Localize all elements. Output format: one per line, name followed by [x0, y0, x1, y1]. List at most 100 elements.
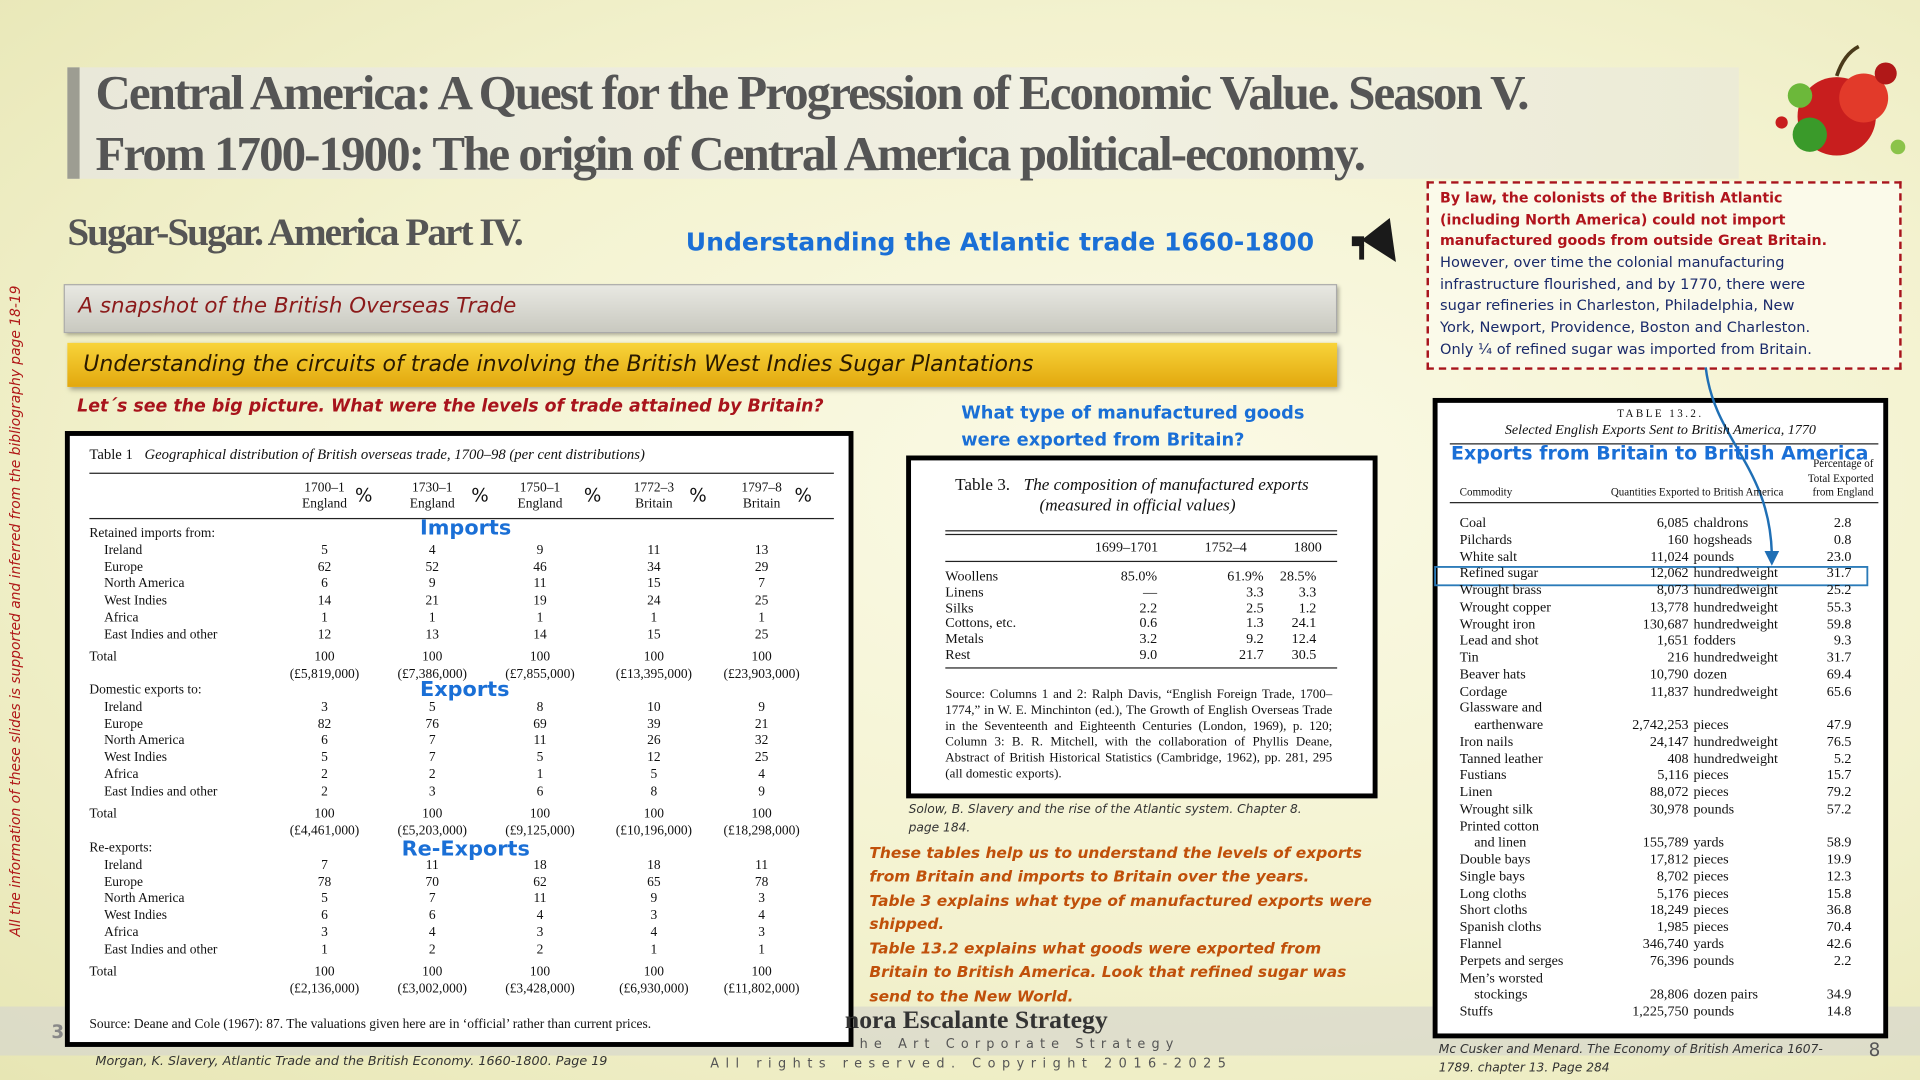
cell: 58.9 — [1826, 835, 1852, 851]
row-label: Double bays — [1459, 852, 1531, 868]
cell: 1.3 — [1246, 616, 1264, 632]
cell: pounds — [1693, 549, 1735, 565]
cell: 12.3 — [1826, 869, 1852, 885]
row-label: Beaver hats — [1459, 667, 1526, 683]
explanation: send to the New World. — [869, 986, 1074, 1005]
percent-mark: % — [354, 484, 373, 507]
cell: 2.2 — [1139, 601, 1158, 616]
cell: (£13,395,000) — [615, 666, 693, 682]
row-label: Africa — [104, 925, 139, 940]
cell: 346,740 — [1642, 937, 1689, 952]
row-label: Printed cotton — [1459, 819, 1539, 834]
row-label: Ireland — [104, 699, 143, 715]
cell: 31.7 — [1826, 650, 1852, 666]
banner-gray — [63, 284, 1338, 334]
cell: 3 — [758, 891, 765, 906]
cell: dozen — [1693, 667, 1728, 683]
cell: 19.9 — [1826, 852, 1852, 868]
cell: pounds — [1693, 1004, 1735, 1020]
page-number: 8 — [1868, 1038, 1881, 1062]
cell: yards — [1693, 835, 1724, 851]
row-label: East Indies and other — [104, 784, 218, 799]
table-title: (measured in official values) — [1039, 497, 1236, 516]
cell: 9 — [758, 784, 765, 799]
cell: 7 — [758, 576, 765, 592]
cell: 5 — [321, 542, 328, 558]
cell: 2 — [428, 767, 436, 782]
cell: 100 — [643, 964, 664, 979]
cell: 4 — [650, 925, 658, 940]
callout-text: However, over time the colonial manufact… — [1440, 253, 1785, 271]
copyright: All rights reserved. Copyright 2016-2025 — [710, 1056, 1233, 1072]
table-title: Table 3. — [955, 476, 1011, 495]
cell: 3.3 — [1298, 585, 1317, 601]
cell: 100 — [422, 649, 443, 665]
column-header: Quantities Exported to British America — [1610, 485, 1784, 498]
cell: hundredweight — [1693, 583, 1778, 598]
row-label: Ireland — [104, 857, 143, 873]
cell: 6 — [321, 733, 328, 749]
cell: 11 — [533, 891, 547, 906]
cell: (£11,802,000) — [723, 981, 800, 997]
cell: 10,790 — [1649, 667, 1689, 683]
cell: pieces — [1693, 903, 1729, 919]
callout-text: Only ¼ of refined sugar was imported fro… — [1440, 340, 1812, 358]
cell: 6 — [321, 908, 328, 923]
overlay-label: Exports from Britain to British America — [1451, 442, 1869, 465]
row-label: Europe — [104, 559, 143, 575]
column-header: England — [302, 496, 347, 512]
cell: 2.8 — [1833, 515, 1852, 531]
cell: 55.3 — [1826, 600, 1852, 615]
cell: 1,225,750 — [1632, 1004, 1689, 1020]
cell: 1 — [428, 610, 436, 626]
cell: 6 — [428, 908, 436, 923]
cell: 11 — [425, 857, 439, 873]
megaphone-icon — [1351, 217, 1396, 263]
banner-text: Understanding the circuits of trade invo… — [83, 351, 1034, 378]
cell: 2 — [428, 941, 436, 957]
row-label: Europe — [104, 716, 143, 732]
cell: 28,806 — [1649, 987, 1689, 1003]
cell: 1 — [758, 610, 765, 626]
cell: 100 — [314, 806, 335, 822]
page-number: 3 — [51, 1020, 65, 1043]
cell: 2 — [321, 784, 328, 799]
row-label: North America — [104, 733, 185, 749]
cell: 69.4 — [1826, 667, 1852, 683]
cell: 39 — [647, 716, 661, 732]
percent-mark: % — [794, 484, 812, 507]
cell: 12 — [647, 750, 661, 765]
cell: 9 — [536, 542, 544, 558]
cell: 88,072 — [1649, 785, 1689, 801]
title-bar — [67, 67, 80, 179]
cell: 76.5 — [1826, 734, 1852, 750]
cell: yards — [1693, 937, 1724, 952]
cell: 14 — [317, 593, 332, 609]
cell: pieces — [1693, 886, 1729, 902]
row-label: Wrought copper — [1459, 600, 1551, 615]
cell: 46 — [533, 559, 547, 575]
cell: 28.5% — [1279, 569, 1317, 585]
cell: 34.9 — [1826, 987, 1852, 1003]
callout-text: sugar refineries in Charleston, Philadel… — [1440, 296, 1795, 315]
cell: (£6,930,000) — [619, 981, 689, 997]
cell: 25 — [754, 593, 769, 609]
row-label: Europe — [104, 874, 143, 890]
callout-text: By law, the colonists of the British Atl… — [1440, 188, 1783, 206]
row-label: Metals — [945, 632, 984, 648]
column-header: 1750–1 — [519, 480, 561, 496]
overlay-label: Exports — [420, 677, 510, 703]
caption: Solow, B. Slavery and the rise of the At… — [908, 803, 1302, 817]
cell: 65.6 — [1826, 684, 1852, 699]
cell: pounds — [1693, 802, 1735, 817]
cell: 65 — [647, 874, 661, 890]
cell: 100 — [751, 649, 772, 665]
cell: 1 — [758, 941, 765, 957]
cell: 70.4 — [1826, 920, 1852, 935]
tagline: he Art Corporate Strategy — [859, 1036, 1180, 1052]
cell: hundredweight — [1693, 734, 1778, 750]
percent-mark: % — [471, 484, 489, 507]
cell: 23.0 — [1826, 549, 1852, 565]
cell: 11 — [755, 857, 769, 873]
